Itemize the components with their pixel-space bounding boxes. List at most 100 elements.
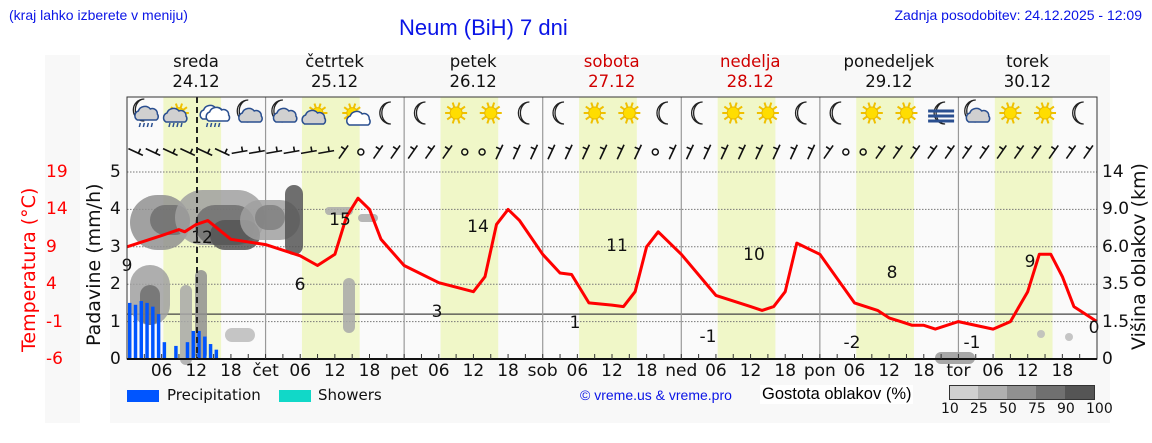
wind-barb-icon [357,148,365,156]
sun-icon [479,102,502,124]
svg-text:0: 0 [1089,318,1100,338]
wind-barb-icon [581,144,591,160]
cloud-height-tick: 6.0 [1102,236,1130,257]
x-tick-label: 06 [427,361,450,381]
precip-axis-title: Padavine (mm/h) [83,183,105,346]
moon-icon [379,101,391,125]
sun-icon [583,102,606,124]
cloud-height-tick: 14 [1102,162,1124,182]
cloud-density-label: 10 [941,401,959,417]
x-tick-label: sob [527,361,558,381]
location-hint: (kraj lahko izberete v meniju) [9,7,188,23]
wind-barb-icon [1013,144,1025,160]
wind-barb-icon [248,146,265,155]
sun-icon [618,102,641,124]
wind-barb-icon [961,144,973,160]
wind-barb-icon [214,147,230,157]
wind-barb-icon [372,144,384,160]
day-name: ponedeljek [843,52,935,71]
moon-cloud-icon [964,99,991,123]
moon-icon [829,101,842,125]
last-updated: Zadnja posodobitev: 24.12.2025 - 12:09 [894,7,1142,23]
svg-text:9: 9 [1025,252,1036,272]
page-title: Neum (BiH) 7 dni [399,15,568,40]
day-date: 27.12 [588,72,636,91]
cloud-height-axis-title: Višina oblakov (km) [1128,163,1150,350]
wind-barb-icon [145,147,161,157]
showers-legend-label: Showers [318,386,382,404]
wind-barb-icon [197,147,213,157]
day-header-4: nedelja 28.12 [681,52,819,92]
x-tick-label: 06 [843,361,866,381]
temp-tick: -1 [46,311,63,332]
moon-icon [413,101,426,125]
cloud-rain-icon [199,104,231,128]
wind-barb-icon [424,144,436,160]
wind-barb-icon [529,144,539,160]
temp-tick: 19 [46,162,68,182]
svg-text:6: 6 [295,275,306,295]
wind-barb-icon [616,144,625,160]
svg-text:14: 14 [467,217,489,237]
moon-cloud-icon [271,99,298,123]
wind-barb-icon [180,147,196,157]
x-tick-label: tor [946,361,971,381]
moon-icon [794,101,807,125]
wind-barb-icon [633,144,643,160]
precipitation-swatch [127,390,159,402]
wind-barb-icon [875,144,886,160]
wind-barb-icon [685,144,695,160]
wind-barb-icon [842,148,850,156]
wind-barb-icon [789,144,798,160]
wind-barb-icon [892,144,904,160]
wind-barb-icon [283,146,300,155]
x-tick-label: 06 [705,361,727,381]
cloud-density-swatch [1065,385,1095,400]
wind-barb-icon [338,144,349,160]
precip-tick: 0 [110,349,121,369]
temp-axis-panel [45,55,80,423]
copyright-link[interactable]: © vreme.us & vreme.pro [580,387,732,403]
wind-barb-icon [737,144,747,160]
wind-barb-icon [162,147,178,157]
cloud-density-label: 100 [1086,401,1113,417]
moon-cloud-rain-icon [132,98,159,128]
wind-barb-icon [996,144,1007,160]
wind-barb-icon [927,144,938,160]
sun-icon [860,102,883,124]
precip-tick: 1 [110,311,121,332]
day-header-0: sreda 24.12 [127,52,265,92]
day-name: četrtek [305,52,364,71]
wind-barb-icon [442,144,453,160]
x-tick-label: 18 [912,361,935,381]
precip-tick: 3 [110,236,121,257]
wind-barb-icon [755,144,764,160]
x-tick-label: 18 [1051,361,1074,381]
x-tick-label: 12 [324,361,346,381]
wind-barb-icon [599,144,608,160]
wind-barb-icon [720,144,729,160]
day-date: 26.12 [449,72,497,91]
wind-barb-icon [944,144,956,160]
svg-text:1: 1 [570,313,581,333]
x-tick-label: 18 [774,361,797,381]
wind-barb-icon [231,146,248,155]
svg-text:-1: -1 [964,333,981,353]
precip-tick: 2 [110,274,121,295]
cloud-density-label: 50 [999,401,1017,417]
wind-barb-icon [772,144,781,160]
sun-icon [999,102,1022,124]
svg-text:10: 10 [743,245,765,265]
day-date: 30.12 [1003,72,1052,91]
wind-barb-icon [128,147,144,157]
wind-barb-icon [318,146,335,155]
precip-tick: 4 [110,199,121,220]
sun-small-cloud-icon [342,103,371,126]
day-header-5: ponedeljek 29.12 [820,52,958,92]
day-header-3: sobota 27.12 [543,52,681,92]
x-tick-label: 12 [601,361,623,381]
moon-cloud-icon [236,99,263,123]
moon-icon [656,101,669,125]
wind-barb-icon [979,144,990,160]
